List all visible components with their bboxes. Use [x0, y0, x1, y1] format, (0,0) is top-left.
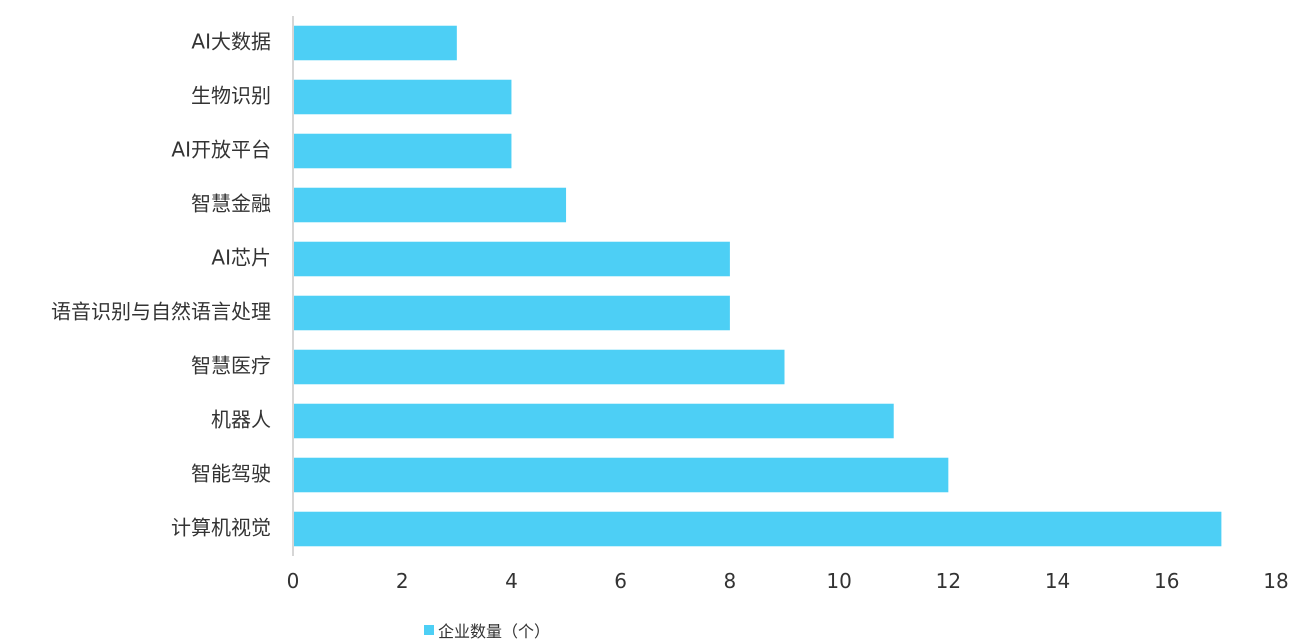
- bar: [294, 511, 1222, 547]
- category-label: 智慧医疗: [191, 354, 271, 378]
- legend: 企业数量（个）: [424, 620, 551, 641]
- bar: [294, 295, 730, 331]
- bar: [294, 403, 894, 439]
- x-tick-label: 12: [936, 569, 961, 593]
- category-label: 计算机视觉: [171, 516, 271, 540]
- bar: [294, 79, 512, 115]
- category-label: 语音识别与自然语言处理: [51, 300, 271, 324]
- bar: [294, 187, 567, 223]
- x-tick-label: 4: [505, 569, 518, 593]
- bar: [294, 241, 730, 277]
- category-label: 生物识别: [191, 84, 271, 108]
- category-label: AI大数据: [191, 30, 271, 54]
- category-label: AI开放平台: [171, 138, 271, 162]
- bar: [294, 133, 512, 169]
- legend-label: 企业数量（个）: [438, 622, 551, 641]
- x-tick-label: 10: [826, 569, 851, 593]
- x-tick-labels: 0 2 4 6 8 10 12 14 16 18: [287, 569, 1289, 593]
- category-label: 智慧金融: [191, 192, 271, 216]
- x-tick-label: 6: [614, 569, 627, 593]
- x-tick-label: 14: [1045, 569, 1070, 593]
- x-tick-label: 2: [396, 569, 409, 593]
- x-tick-label: 0: [287, 569, 300, 593]
- bar: [294, 25, 457, 61]
- bar: [294, 349, 785, 385]
- x-tick-label: 8: [724, 569, 737, 593]
- category-label: 智能驾驶: [191, 462, 271, 486]
- category-label: 机器人: [211, 408, 271, 432]
- bar: [294, 457, 949, 493]
- x-tick-label: 18: [1263, 569, 1288, 593]
- legend-swatch: [424, 625, 434, 635]
- category-label: AI芯片: [211, 246, 271, 270]
- x-tick-label: 16: [1154, 569, 1179, 593]
- bars-group: [294, 25, 1222, 547]
